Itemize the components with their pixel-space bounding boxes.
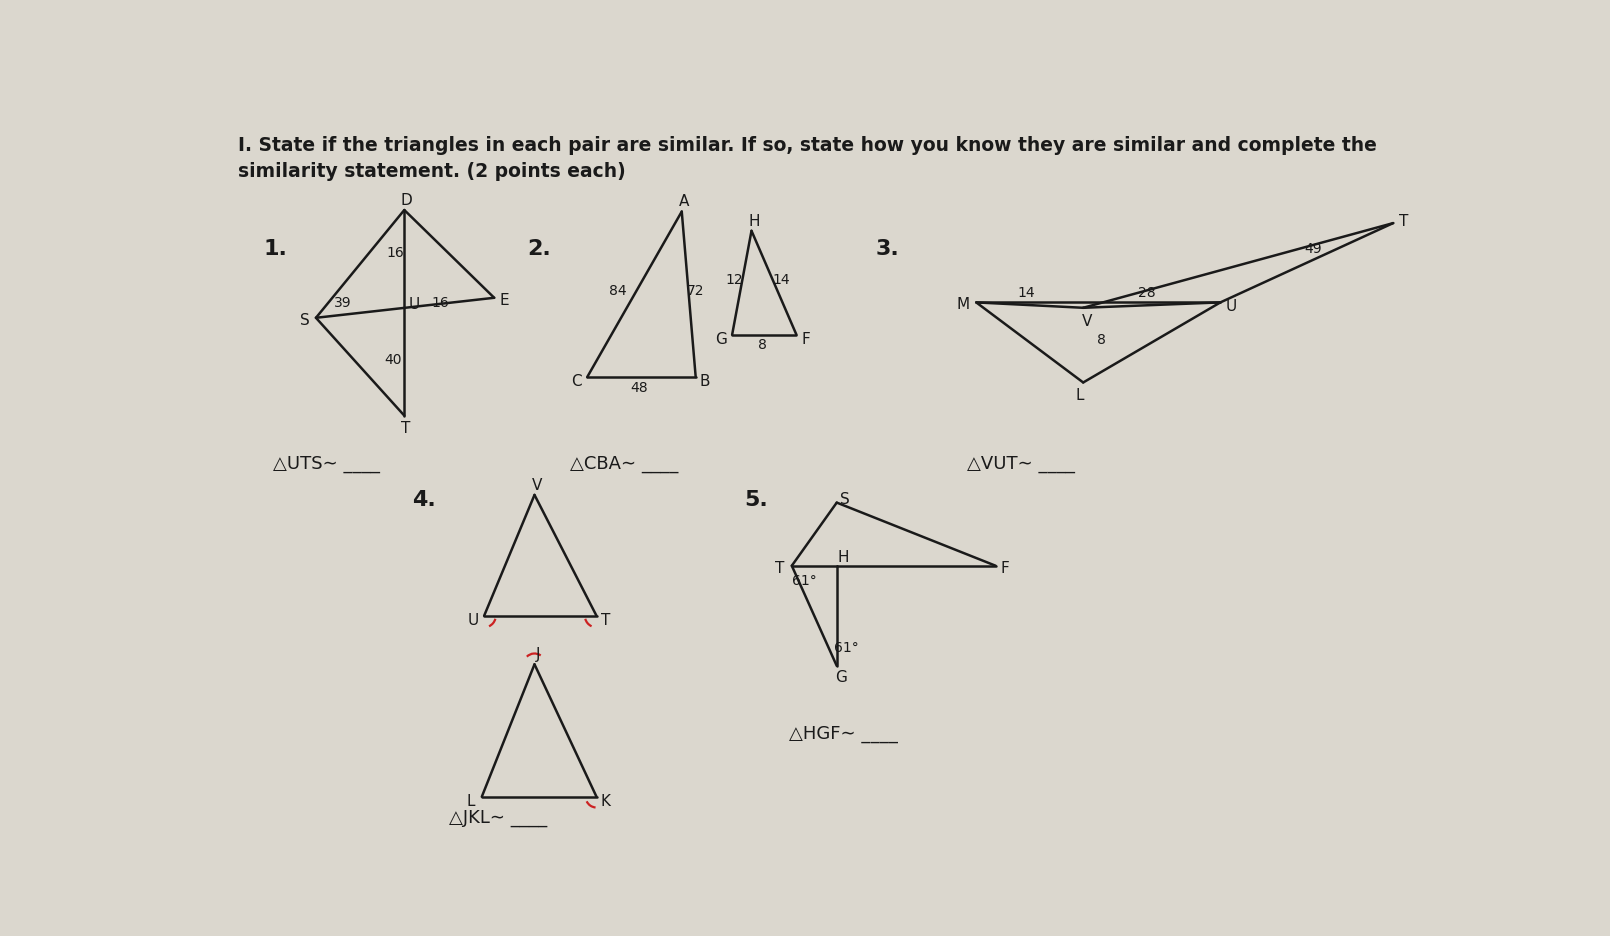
Text: G: G	[834, 669, 847, 684]
Text: K: K	[601, 793, 610, 808]
Text: V: V	[531, 477, 543, 492]
Text: H: H	[837, 549, 848, 564]
Text: U: U	[1225, 299, 1236, 314]
Text: 72: 72	[687, 284, 705, 298]
Text: 39: 39	[333, 296, 351, 309]
Text: M: M	[956, 297, 969, 312]
Text: A: A	[679, 194, 689, 209]
Text: 14: 14	[1018, 286, 1035, 300]
Text: 28: 28	[1138, 286, 1156, 300]
Text: J: J	[536, 647, 541, 662]
Text: 14: 14	[773, 273, 791, 287]
Text: 84: 84	[610, 284, 626, 298]
Text: S: S	[840, 491, 850, 506]
Text: 40: 40	[385, 353, 402, 367]
Text: 48: 48	[630, 381, 647, 395]
Text: 16: 16	[386, 246, 404, 260]
Text: 8: 8	[758, 338, 766, 352]
Text: F: F	[802, 331, 810, 346]
Text: T: T	[601, 612, 610, 627]
Text: S: S	[299, 313, 311, 328]
Text: T: T	[1399, 213, 1409, 228]
Text: I. State if the triangles in each pair are similar. If so, state how you know th: I. State if the triangles in each pair a…	[238, 136, 1377, 154]
Text: F: F	[1000, 560, 1009, 575]
Text: 12: 12	[726, 273, 744, 287]
Text: 1.: 1.	[264, 240, 287, 259]
Text: △HGF∼ ____: △HGF∼ ____	[789, 724, 898, 742]
Text: △JKL∼ ____: △JKL∼ ____	[449, 809, 547, 826]
Text: V: V	[1082, 314, 1092, 329]
Text: △CBA∼ ____: △CBA∼ ____	[570, 455, 678, 473]
Text: D: D	[401, 193, 412, 209]
Text: T: T	[774, 560, 784, 575]
Text: 8: 8	[1098, 332, 1106, 346]
Text: G: G	[715, 331, 728, 346]
Text: 49: 49	[1304, 242, 1322, 256]
Text: 61°: 61°	[792, 573, 816, 587]
Text: △VUT∼ ____: △VUT∼ ____	[968, 455, 1075, 473]
Text: 3.: 3.	[876, 240, 900, 259]
Text: E: E	[499, 293, 509, 308]
Text: 16: 16	[431, 296, 449, 310]
Text: T: T	[401, 420, 411, 435]
Text: 5.: 5.	[744, 490, 768, 509]
Text: U: U	[409, 297, 420, 312]
Text: B: B	[700, 374, 710, 389]
Text: H: H	[749, 213, 760, 228]
Text: 61°: 61°	[834, 640, 858, 654]
Text: 4.: 4.	[412, 490, 436, 509]
Text: L: L	[467, 793, 475, 808]
Text: 2.: 2.	[526, 240, 551, 259]
Text: similarity statement. (2 points each): similarity statement. (2 points each)	[238, 162, 626, 182]
Text: U: U	[467, 612, 478, 627]
Text: L: L	[1075, 388, 1084, 402]
Text: C: C	[572, 374, 581, 389]
Text: △UTS∼ ____: △UTS∼ ____	[272, 455, 380, 473]
